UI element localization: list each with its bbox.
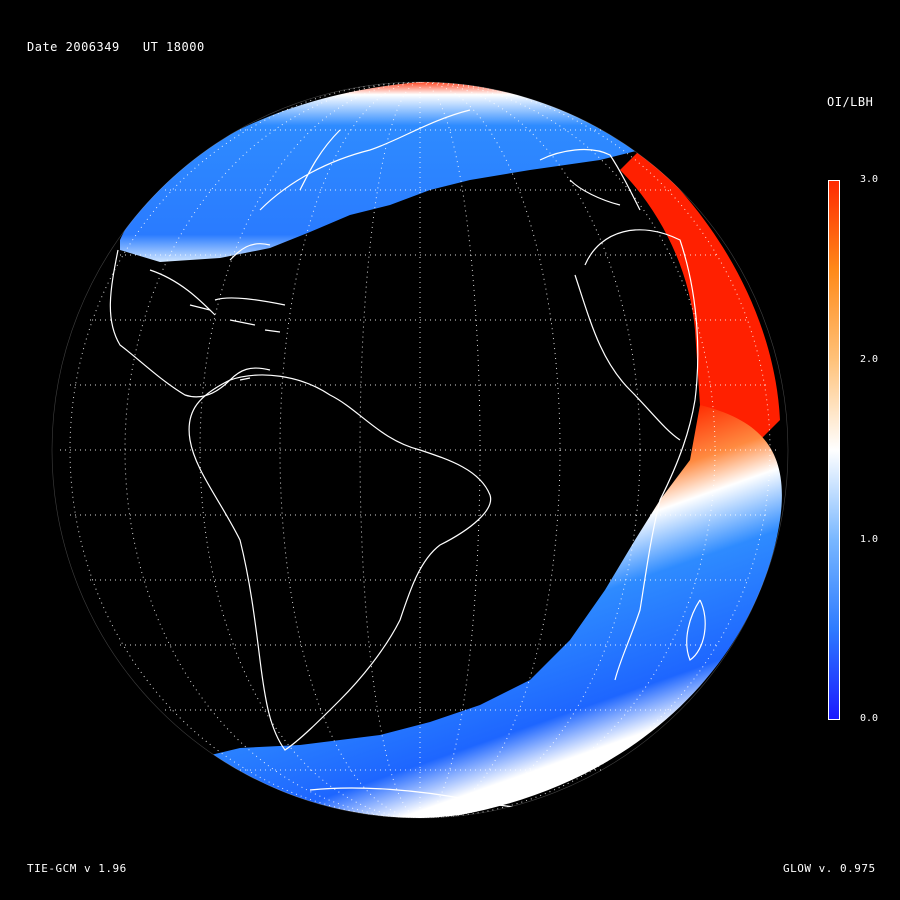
northern-glow-region <box>120 82 640 262</box>
colorbar <box>828 180 840 720</box>
date-ut-label: Date 2006349 UT 18000 <box>27 40 205 54</box>
colorbar-tick-max: 3.0 <box>860 174 879 185</box>
southern-glow-region <box>190 405 782 818</box>
eastern-red-band <box>620 150 780 440</box>
graticule <box>60 82 780 818</box>
colorbar-tick-1: 1.0 <box>860 534 879 545</box>
globe-outline <box>51 81 789 819</box>
caribbean-islands <box>189 304 281 381</box>
north-america-coast <box>109 109 471 398</box>
model-version-left: TIE-GCM v 1.96 <box>27 862 127 875</box>
africa-coast <box>574 229 699 681</box>
colorbar-tick-2: 2.0 <box>860 354 879 365</box>
south-america-coast <box>188 374 492 751</box>
colorbar-tick-min: 0.0 <box>860 713 879 724</box>
colorbar-title: OI/LBH <box>827 95 874 109</box>
europe-coast <box>539 149 641 211</box>
model-version-right: GLOW v. 0.975 <box>783 862 876 875</box>
madagascar-coast <box>686 599 706 661</box>
